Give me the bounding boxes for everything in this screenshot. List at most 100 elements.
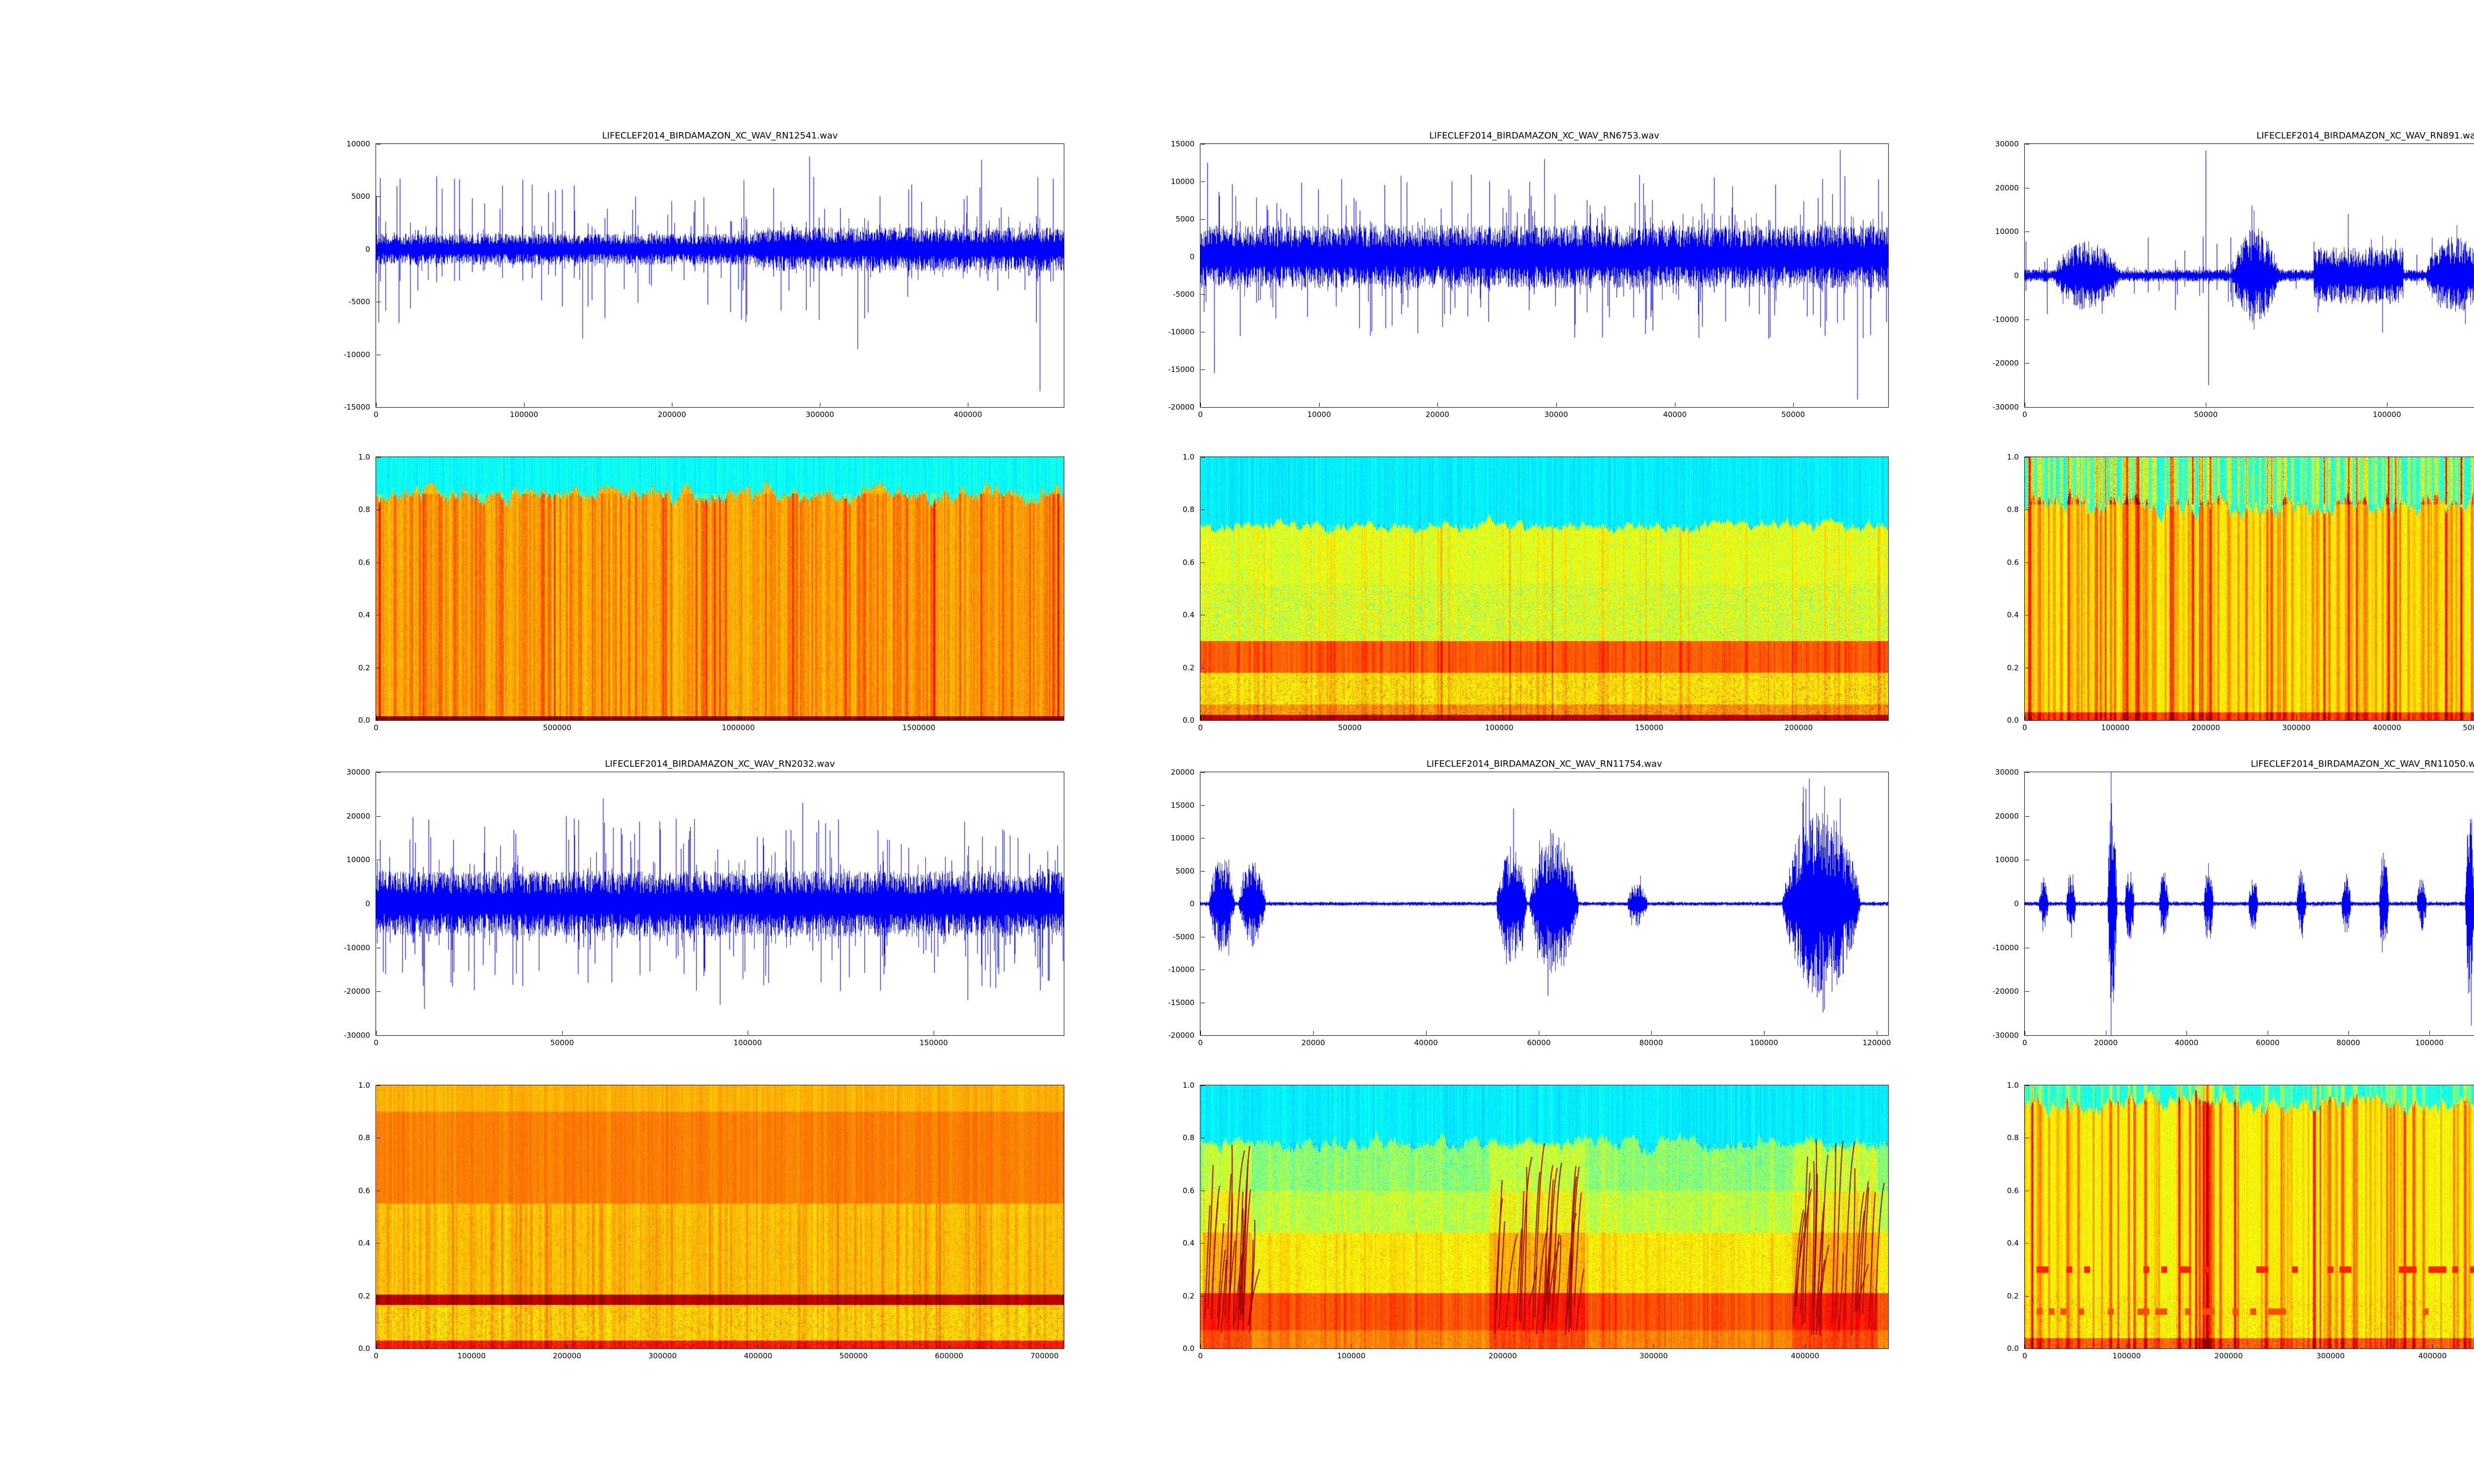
y-tick-label: 0.0 [1183,716,1194,725]
x-tick-label: 20000 [1426,410,1449,419]
y-axis-ticks: 1.0 0.8 0.6 0.4 0.2 0.0 [1141,1081,1205,1353]
x-tick-label: 120000 [1862,1038,1891,1047]
x-tick-label: 0 [2022,1038,2027,1047]
y-axis-ticks: 1.0 0.8 0.6 0.4 0.2 0.0 [317,453,381,725]
y-tick-mark [377,772,381,773]
y-tick-mark [1201,871,1205,872]
y-tick-label: 0.0 [358,716,370,725]
y-tick-mark [2025,720,2029,721]
x-tick-mark [376,403,377,407]
x-tick-label: 200000 [553,1351,581,1360]
y-tick-mark [1201,1296,1205,1297]
y-tick-mark [1201,407,1205,408]
plot-title: LIFECLEF2014_BIRDAMAZON_XC_WAV_RN11050.w… [2250,759,2474,769]
y-tick-label: 20000 [1995,812,2019,821]
x-tick-label: 0 [374,410,379,419]
y-axis-ticks: 1.0 0.8 0.6 0.4 0.2 0.0 [1965,1081,2029,1353]
x-tick-label: 100000 [510,410,538,419]
x-tick-label: 1500000 [902,723,936,732]
x-tick-label: 50000 [2194,410,2218,419]
y-tick-label: -20000 [1992,987,2019,996]
y-tick-mark [377,407,381,408]
y-tick-label: 0.8 [2007,505,2019,514]
x-tick-mark [1805,1344,1806,1348]
x-tick-label: 0 [374,1038,379,1047]
y-tick-label: 0.2 [358,663,370,672]
x-tick-label: 100000 [733,1038,762,1047]
subplot-waveform-rn2032: LIFECLEF2014_BIRDAMAZON_XC_WAV_RN2032.wa… [344,759,1064,1047]
y-tick-mark [2025,1243,2029,1244]
y-tick-label: 0.0 [2007,716,2019,725]
y-tick-label: 0.6 [358,1186,370,1195]
subplot-spectrogram-rn11754: 1.0 0.8 0.6 0.4 0.2 0.0 0 100000 200000 300000 40… [1183,1081,1889,1360]
y-tick-label: 0.0 [358,1344,370,1353]
x-tick-mark [1200,716,1201,720]
x-tick-label: 400000 [2373,723,2401,732]
plot-title: LIFECLEF2014_BIRDAMAZON_XC_WAV_RN6753.wa… [1429,131,1660,141]
x-tick-mark [1200,1031,1201,1035]
waveform-canvas [2024,772,2474,1036]
x-tick-mark [557,716,558,720]
subplot-waveform-rn11050: LIFECLEF2014_BIRDAMAZON_XC_WAV_RN11050.w… [1993,759,2474,1047]
y-tick-label: -30000 [1992,1031,2019,1040]
x-tick-label: 100000 [1485,723,1514,732]
y-tick-mark [377,562,381,563]
y-tick-label: 5000 [1175,215,1194,224]
x-tick-mark [567,1344,568,1348]
y-tick-label: 0 [1189,252,1194,261]
y-tick-mark [2025,991,2029,992]
x-tick-mark [1313,1031,1314,1035]
x-tick-label: 0 [2022,723,2027,732]
y-tick-label: 20000 [346,812,370,821]
y-axis-ticks: 1.0 0.8 0.6 0.4 0.2 0.0 [1141,453,1205,725]
y-tick-label: 0.4 [2007,1239,2019,1248]
y-tick-label: 30000 [346,768,370,777]
subplot-spectrogram-rn2032: 1.0 0.8 0.6 0.4 0.2 0.0 0 100000 200000 300000 40… [358,1081,1064,1360]
x-tick-label: 150000 [919,1038,948,1047]
x-tick-mark [1499,716,1500,720]
spectrogram-canvas [2024,1085,2474,1349]
x-tick-mark [2348,1031,2349,1035]
y-axis-ticks: 15000 10000 5000 0 -5000 -10000 -15000 -20000 [1141,139,1205,412]
subplot-spectrogram-rn12541: 1.0 0.8 0.6 0.4 0.2 0.0 0 500000 1000000 1500000 [358,453,1064,732]
y-tick-mark [1201,772,1205,773]
y-tick-label: 0.8 [1183,1133,1194,1142]
y-tick-label: 1.0 [2007,1081,2019,1090]
x-tick-label: 0 [1198,1038,1203,1047]
x-tick-label: 100000 [2373,410,2401,419]
y-tick-label: -15000 [343,403,370,412]
y-tick-mark [2025,407,2029,408]
x-tick-label: 200000 [1784,723,1813,732]
y-tick-label: -30000 [1992,403,2019,412]
x-tick-label: 0 [374,723,379,732]
y-tick-label: 10000 [1171,834,1194,842]
y-tick-label: 10000 [1171,177,1194,186]
y-tick-mark [2025,816,2029,817]
spectrogram-canvas [376,457,1064,721]
x-tick-label: 20000 [1301,1038,1325,1047]
x-tick-mark [1651,1031,1652,1035]
x-tick-mark [1649,716,1650,720]
y-axis-ticks: 10000 5000 0 -5000 -10000 -15000 [317,139,381,412]
spectrogram-canvas [1200,457,1889,721]
y-tick-label: 15000 [1171,801,1194,810]
y-tick-label: 30000 [1995,139,2019,148]
y-tick-mark [1201,1035,1205,1036]
y-tick-mark [1201,720,1205,721]
x-tick-label: 200000 [1488,1351,1517,1360]
waveform-canvas [2024,143,2474,408]
x-tick-label: 80000 [1639,1038,1663,1047]
y-tick-mark [2025,1296,2029,1297]
y-tick-label: -10000 [343,350,370,359]
y-tick-label: 1.0 [358,1081,370,1090]
y-tick-label: -20000 [1168,403,1194,412]
x-tick-label: 400000 [744,1351,772,1360]
y-tick-mark [377,1296,381,1297]
x-tick-label: 100000 [1750,1038,1778,1047]
x-tick-label: 200000 [2214,1351,2243,1360]
y-tick-mark [2025,1035,2029,1036]
x-axis-ticks: 0 20000 40000 60000 80000 100000 120000 [1198,1031,1891,1055]
x-tick-label: 700000 [1030,1351,1059,1360]
